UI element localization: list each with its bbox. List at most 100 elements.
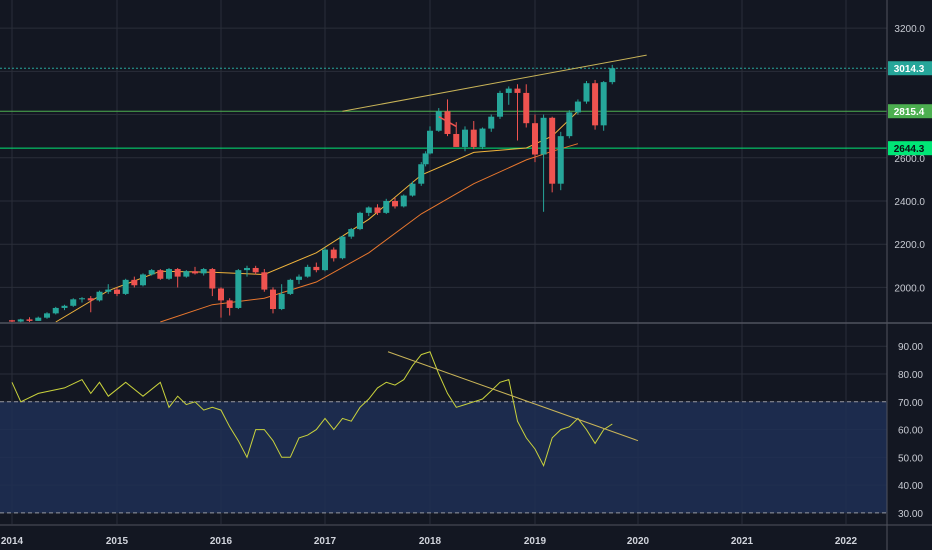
price-tag-label: 2644.3 <box>894 144 925 155</box>
candle-2014-06[interactable] <box>52 307 59 314</box>
candle-2015-05[interactable] <box>148 270 155 275</box>
time-label-2015: 2015 <box>106 536 129 547</box>
price-tick-label: 3200.0 <box>894 24 925 35</box>
candle-2016-03[interactable] <box>235 270 242 308</box>
rsi-tick-label: 60.00 <box>898 426 923 437</box>
rsi-line[interactable] <box>11 351 613 468</box>
candle-2018-02[interactable] <box>435 111 442 131</box>
price-tag[interactable] <box>888 104 932 119</box>
candle-2014-02[interactable] <box>17 319 24 322</box>
candle-2017-11[interactable] <box>409 183 416 196</box>
candle-2019-02[interactable] <box>540 117 547 155</box>
candle-2014-10[interactable] <box>87 298 94 301</box>
candle-2016-08[interactable] <box>278 293 285 310</box>
candle-2015-02[interactable] <box>122 279 129 294</box>
candle-2017-10[interactable] <box>400 195 407 207</box>
candle-2017-01[interactable] <box>322 249 328 271</box>
rsi-pane[interactable] <box>0 351 887 514</box>
candle-2014-04[interactable] <box>35 317 42 321</box>
candle-2018-01[interactable] <box>427 130 433 154</box>
time-label-2014: 2014 <box>1 536 24 547</box>
rsi-tick-label: 90.00 <box>898 342 923 353</box>
candle-2018-09[interactable] <box>497 92 503 117</box>
candle-2019-01[interactable] <box>532 123 538 155</box>
candle-2019-03[interactable] <box>549 117 556 184</box>
candle-2016-04[interactable] <box>244 267 250 271</box>
candle-2014-08[interactable] <box>70 299 77 306</box>
candle-2014-05[interactable] <box>44 313 50 318</box>
rsi-tick-label: 40.00 <box>898 481 923 492</box>
candle-2015-10[interactable] <box>192 271 198 274</box>
price-tag[interactable] <box>888 61 932 76</box>
candle-2016-09[interactable] <box>287 279 294 294</box>
candle-2015-09[interactable] <box>183 271 190 277</box>
rsi-tick-label: 50.00 <box>898 453 923 464</box>
candle-2015-08[interactable] <box>174 269 181 277</box>
candle-2015-01[interactable] <box>114 289 120 294</box>
candle-2016-02[interactable] <box>226 300 233 308</box>
candle-2017-07[interactable] <box>374 207 381 213</box>
candle-2017-12[interactable] <box>418 164 425 184</box>
candle-2016-10[interactable] <box>296 276 302 280</box>
candle-2015-11[interactable] <box>200 269 207 274</box>
candle-2015-07[interactable] <box>166 269 172 279</box>
candle-2017-05[interactable] <box>357 212 363 230</box>
drawn-segment[interactable] <box>438 116 457 128</box>
candle-2015-03[interactable] <box>131 279 138 286</box>
candle-2016-06[interactable] <box>261 272 268 290</box>
candle-2014-01[interactable] <box>9 320 15 322</box>
time-label-2016: 2016 <box>210 536 233 547</box>
candle-2014-11[interactable] <box>96 291 103 301</box>
candle-2014-12[interactable] <box>105 289 112 292</box>
candle-2019-10[interactable] <box>609 68 616 83</box>
price-tick-label: 2400.0 <box>894 197 925 208</box>
rsi-tick-label: 80.00 <box>898 370 923 381</box>
candle-2019-07[interactable] <box>583 83 590 102</box>
candle-2019-08[interactable] <box>592 83 599 126</box>
candle-2014-03[interactable] <box>26 319 33 321</box>
candle-2019-06[interactable] <box>574 101 581 113</box>
candle-2017-02[interactable] <box>330 249 337 259</box>
candle-2018-10[interactable] <box>505 88 512 93</box>
rsi-band <box>0 401 887 513</box>
candle-2017-03[interactable] <box>339 236 346 259</box>
candle-2015-04[interactable] <box>140 274 146 286</box>
candle-2016-11[interactable] <box>304 266 311 277</box>
candle-2019-09[interactable] <box>600 82 607 126</box>
candle-2018-11[interactable] <box>514 88 521 93</box>
candle-2018-12[interactable] <box>523 92 530 124</box>
candle-2017-09[interactable] <box>392 200 398 207</box>
time-label-2021: 2021 <box>731 536 754 547</box>
candle-2017-08[interactable] <box>383 200 390 213</box>
candle-2018-08[interactable] <box>488 116 495 129</box>
time-label-2022: 2022 <box>835 536 858 547</box>
price-trendline[interactable] <box>342 54 647 112</box>
candle-2018-03[interactable] <box>444 111 451 134</box>
candle-2018-04[interactable] <box>453 133 460 147</box>
candle-2017-06[interactable] <box>365 207 372 213</box>
candle-2019-04[interactable] <box>557 136 564 184</box>
candle-2015-12[interactable] <box>209 269 216 289</box>
price-pane[interactable] <box>0 54 887 323</box>
rsi-trendline[interactable] <box>387 351 639 442</box>
candle-2014-07[interactable] <box>61 305 68 308</box>
candle-2016-05[interactable] <box>252 267 259 273</box>
candle-2019-05[interactable] <box>566 112 573 137</box>
candle-2018-07[interactable] <box>479 128 486 147</box>
candle-2015-06[interactable] <box>157 270 164 279</box>
candle-2016-07[interactable] <box>270 289 276 310</box>
candle-2017-04[interactable] <box>348 229 355 237</box>
candle-2018-06[interactable] <box>470 129 477 147</box>
time-label-2020: 2020 <box>627 536 650 547</box>
candle-2016-01[interactable] <box>218 288 224 301</box>
rsi-tick-label: 30.00 <box>898 509 923 520</box>
time-label-2017: 2017 <box>314 536 337 547</box>
time-label-2018: 2018 <box>419 536 442 547</box>
candle-2017-12b[interactable] <box>422 153 429 165</box>
candle-2018-05[interactable] <box>462 129 468 147</box>
candle-2014-09[interactable] <box>79 298 85 300</box>
moving-average-1[interactable] <box>55 110 579 323</box>
price-tag[interactable] <box>888 141 932 156</box>
candle-2016-12[interactable] <box>313 266 320 271</box>
